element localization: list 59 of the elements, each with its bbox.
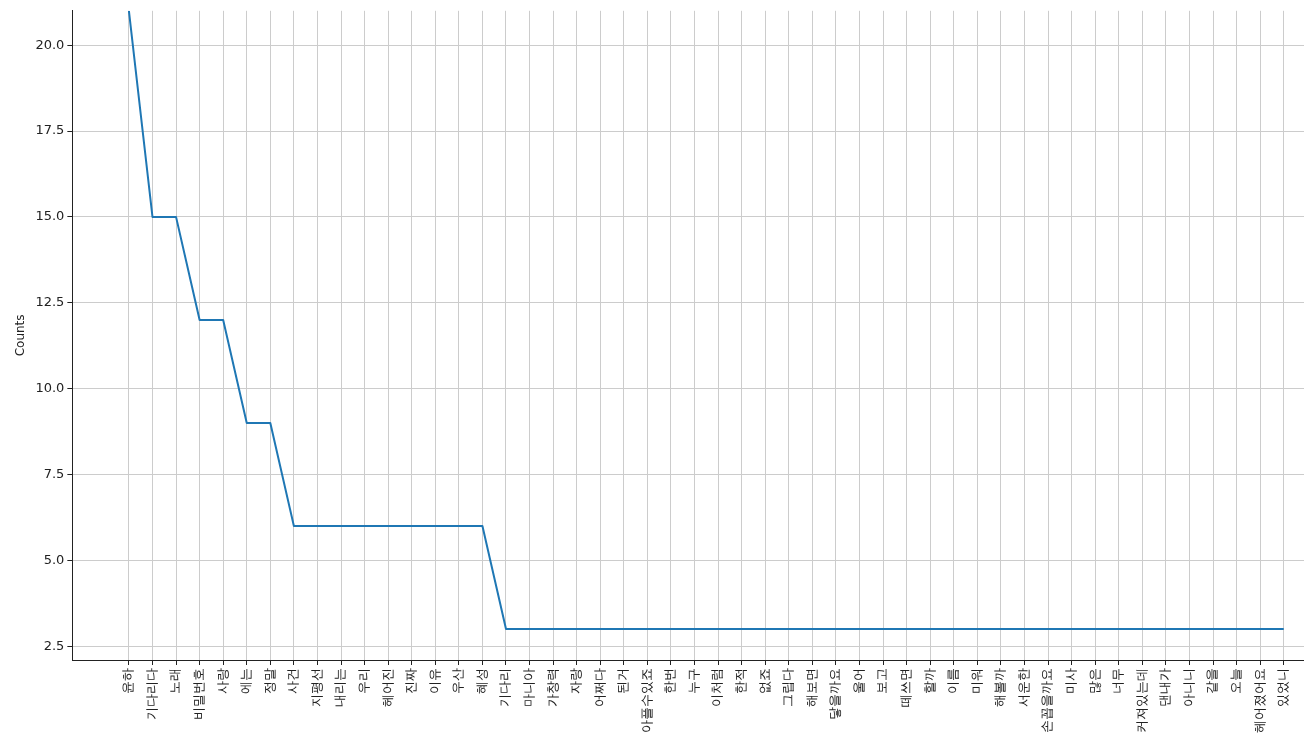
x-tick-label: 마니아 bbox=[520, 668, 536, 707]
x-tick-label: 지평선 bbox=[308, 668, 324, 707]
x-tick-label: 사랑 bbox=[214, 668, 230, 694]
x-tick-label: 없죠 bbox=[756, 668, 772, 694]
y-tick-label: 5.0 bbox=[43, 551, 65, 567]
x-tick-label: 떼쓰면 bbox=[898, 668, 914, 707]
x-tick-label: 우리 bbox=[355, 668, 371, 694]
x-tick-label: 노래 bbox=[167, 668, 183, 694]
x-tick-label: 미사 bbox=[1063, 668, 1078, 694]
x-tick-label: 아니니 bbox=[1180, 668, 1196, 707]
y-tick-label: 15.0 bbox=[35, 208, 65, 224]
x-tick-label: 윤하 bbox=[120, 668, 136, 694]
x-tick-label: 정말 bbox=[261, 668, 277, 694]
x-tick-label: 헤어진 bbox=[379, 668, 395, 707]
x-tick-label: 해보면 bbox=[803, 668, 819, 707]
x-tick-label: 댄내가 bbox=[1157, 668, 1173, 707]
y-tick-label: 10.0 bbox=[35, 380, 65, 396]
x-tick-label: 된거 bbox=[615, 668, 631, 694]
y-tick-label: 12.5 bbox=[35, 294, 65, 310]
x-tick-label: 할까 bbox=[921, 668, 937, 694]
x-tick-label: 많은 bbox=[1086, 668, 1102, 694]
y-axis-title: Counts bbox=[13, 314, 28, 357]
x-tick-label: 해볼까 bbox=[992, 668, 1008, 707]
x-tick-label: 한번 bbox=[662, 668, 678, 694]
x-tick-label: 기다리 bbox=[497, 668, 513, 707]
x-tick-label: 울어 bbox=[850, 668, 866, 694]
x-tick-label: 한적 bbox=[733, 668, 749, 694]
x-tick-label: 이유 bbox=[426, 668, 442, 694]
x-tick-label: 그립다 bbox=[780, 668, 796, 707]
x-tick-label: 어쩌다 bbox=[591, 668, 607, 707]
x-tick-label: 보고 bbox=[874, 668, 890, 694]
x-tick-label: 사건 bbox=[285, 668, 301, 694]
x-tick-label: 자랑 bbox=[568, 668, 584, 694]
x-tick-label: 에는 bbox=[238, 668, 254, 694]
x-tick-label: 내리는 bbox=[332, 668, 348, 707]
x-tick-label: 같을 bbox=[1204, 668, 1220, 694]
x-tick-label: 이처럼 bbox=[709, 668, 725, 707]
x-tick-label: 가창력 bbox=[544, 668, 560, 707]
y-tick-label: 7.5 bbox=[43, 465, 65, 481]
x-tick-label: 너무 bbox=[1110, 668, 1126, 694]
x-tick-label: 기다리다 bbox=[143, 668, 159, 720]
x-tick-label: 서운한 bbox=[1015, 668, 1031, 707]
x-tick-label: 누구 bbox=[685, 668, 701, 694]
x-tick-label: 손꼽을까요 bbox=[1039, 668, 1055, 733]
x-tick-label: 비밀번호 bbox=[190, 668, 206, 720]
x-tick-label: 아플수있죠 bbox=[638, 668, 654, 733]
x-tick-label: 미워 bbox=[968, 668, 984, 694]
x-tick-label: 커져있는데 bbox=[1133, 668, 1149, 733]
x-tick-label: 진짜 bbox=[403, 668, 419, 694]
x-tick-label: 있었니 bbox=[1275, 668, 1291, 707]
y-tick-label: 20.0 bbox=[35, 36, 65, 52]
x-tick-label: 이름 bbox=[945, 668, 961, 694]
x-tick-label: 우산 bbox=[450, 668, 466, 694]
x-tick-label: 헤어졌어요 bbox=[1251, 668, 1267, 733]
x-tick-label: 혜성 bbox=[473, 668, 489, 694]
x-tick-label: 오늘 bbox=[1227, 668, 1243, 694]
y-tick-label: 17.5 bbox=[35, 122, 65, 138]
y-tick-label: 2.5 bbox=[43, 637, 65, 653]
x-tick-label: 닿을까요 bbox=[827, 668, 843, 720]
